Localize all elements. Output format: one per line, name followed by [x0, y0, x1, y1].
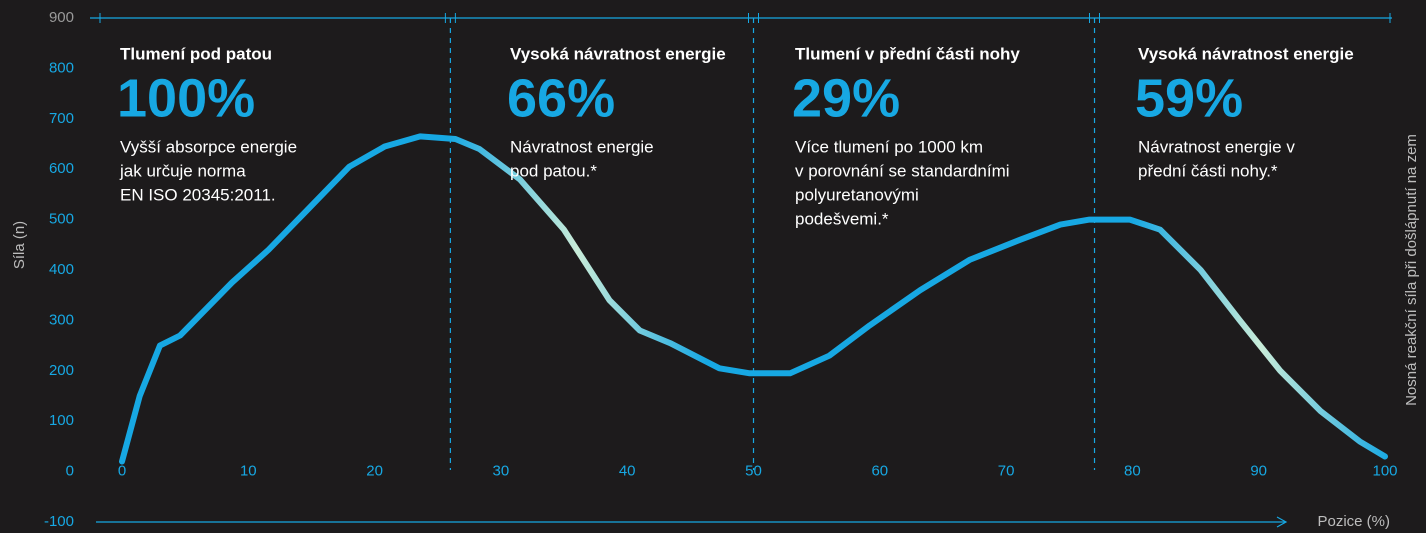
annotation-text: EN ISO 20345:2011.	[120, 185, 276, 204]
annotation-title: Tlumení pod patou	[120, 44, 272, 63]
annotation-text: polyuretanovými	[795, 185, 919, 204]
annotation-text: pod patou.*	[510, 161, 597, 180]
annotation-text: Návratnost energie v	[1138, 137, 1295, 156]
annotation-value: 29%	[792, 68, 900, 128]
y2-axis-label: Nosná reakční síla při došlápnutí na zem	[1403, 134, 1420, 406]
annotation-text: Návratnost energie	[510, 137, 654, 156]
annotation-text: přední části nohy.*	[1138, 161, 1278, 180]
annotation-title: Vysoká návratnost energie	[510, 44, 726, 63]
x-tick-label: 70	[998, 463, 1015, 480]
annotation-title: Vysoká návratnost energie	[1138, 44, 1354, 63]
y-tick-label: 600	[49, 160, 74, 177]
y-tick-label: 800	[49, 59, 74, 76]
annotation-text: v porovnání se standardními	[795, 161, 1010, 180]
y-tick-label: 0	[66, 463, 74, 480]
annotation-text: Vyšší absorpce energie	[120, 137, 297, 156]
y-tick-label: 700	[49, 110, 74, 127]
y-tick-label: 200	[49, 362, 74, 379]
x-tick-label: 100	[1372, 463, 1397, 480]
annotation-value: 100%	[117, 68, 255, 128]
annotation-title: Tlumení v přední části nohy	[795, 44, 1020, 63]
x-tick-label: 90	[1250, 463, 1267, 480]
annotation-text: Více tlumení po 1000 km	[795, 137, 983, 156]
y-tick-label: 300	[49, 311, 74, 328]
annotation-value: 59%	[1135, 68, 1243, 128]
x-tick-label: 60	[871, 463, 888, 480]
chart: Síla (n) Nosná reakční síla při došlápnu…	[0, 0, 1426, 533]
x-tick-label: 50	[745, 463, 762, 480]
y-tick-label: 100	[49, 412, 74, 429]
y-axis-label: Síla (n)	[11, 221, 28, 269]
annotation-text: jak určuje norma	[119, 161, 246, 180]
annotation-value: 66%	[507, 68, 615, 128]
x-tick-label: 0	[118, 463, 126, 480]
y-tick-label: 400	[49, 261, 74, 278]
x-tick-label: 20	[366, 463, 383, 480]
annotation-text: podešvemi.*	[795, 209, 889, 228]
y-tick-label: 500	[49, 211, 74, 228]
x-tick-label: 10	[240, 463, 257, 480]
x-axis-label: Pozice (%)	[1317, 513, 1390, 530]
y-tick-label: 900	[49, 9, 74, 26]
x-tick-label: 40	[619, 463, 636, 480]
x-tick-label: 80	[1124, 463, 1141, 480]
x-tick-label: 30	[493, 463, 510, 480]
y-tick-label: -100	[44, 513, 74, 530]
